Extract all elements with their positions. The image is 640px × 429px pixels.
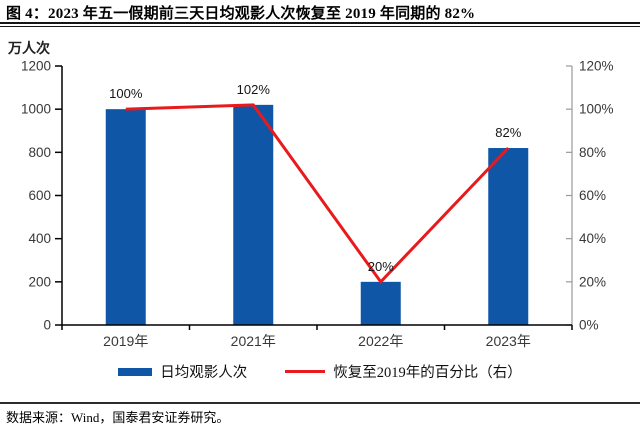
line-data-label: 82%: [495, 125, 521, 140]
left-axis-tick-label: 1000: [21, 102, 51, 117]
right-axis-tick-label: 100%: [579, 102, 614, 117]
x-axis-category-label: 2021年: [231, 333, 276, 349]
x-axis-category-label: 2019年: [103, 333, 148, 349]
data-source-note: 数据来源：Wind，国泰君安证券研究。: [6, 410, 230, 425]
bar-2023年: [488, 148, 529, 325]
line-data-label: 102%: [237, 82, 271, 97]
bar-2022年: [360, 281, 401, 325]
legend-item-bar-series: 日均观影人次: [118, 361, 247, 382]
right-axis-tick-label: 40%: [579, 231, 606, 246]
left-axis-tick-label: 0: [43, 318, 51, 333]
right-axis-tick-label: 20%: [579, 274, 606, 289]
figure-title: 图 4：2023 年五一假期前三天日均观影人次恢复至 2019 年同期的 82%: [6, 6, 476, 22]
bar-2021年: [233, 104, 274, 325]
chart-legend: 日均观影人次 恢复至2019年的百分比（右）: [0, 361, 640, 382]
line-series-swatch: [285, 370, 326, 373]
right-axis-tick-label: 120%: [579, 59, 614, 74]
x-axis-category-label: 2022年: [358, 333, 403, 349]
bar-series-swatch: [118, 367, 153, 376]
title-divider: [0, 22, 640, 27]
line-series-label: 恢复至2019年的百分比（右）: [333, 365, 522, 381]
legend-item-line-series: 恢复至2019年的百分比（右）: [285, 361, 522, 382]
left-axis-tick-label: 400: [28, 231, 51, 246]
bar-2019年: [105, 109, 146, 326]
x-axis-category-label: 2023年: [486, 333, 531, 349]
bar-series-label: 日均观影人次: [160, 365, 248, 381]
line-data-label: 20%: [368, 259, 394, 274]
left-axis-tick-label: 200: [28, 274, 51, 289]
line-data-label: 100%: [109, 86, 143, 101]
left-axis-tick-label: 600: [28, 188, 51, 203]
recovery-percentage-line: [125, 103, 510, 285]
right-axis-tick-label: 60%: [579, 188, 606, 203]
right-axis-tick-label: 0%: [579, 318, 599, 333]
footer-divider: [0, 402, 640, 404]
left-axis-tick-label: 1200: [21, 59, 51, 74]
right-axis-tick-label: 80%: [579, 145, 606, 160]
left-axis-tick-label: 800: [28, 145, 51, 160]
left-axis-unit-label: 万人次: [8, 42, 50, 57]
